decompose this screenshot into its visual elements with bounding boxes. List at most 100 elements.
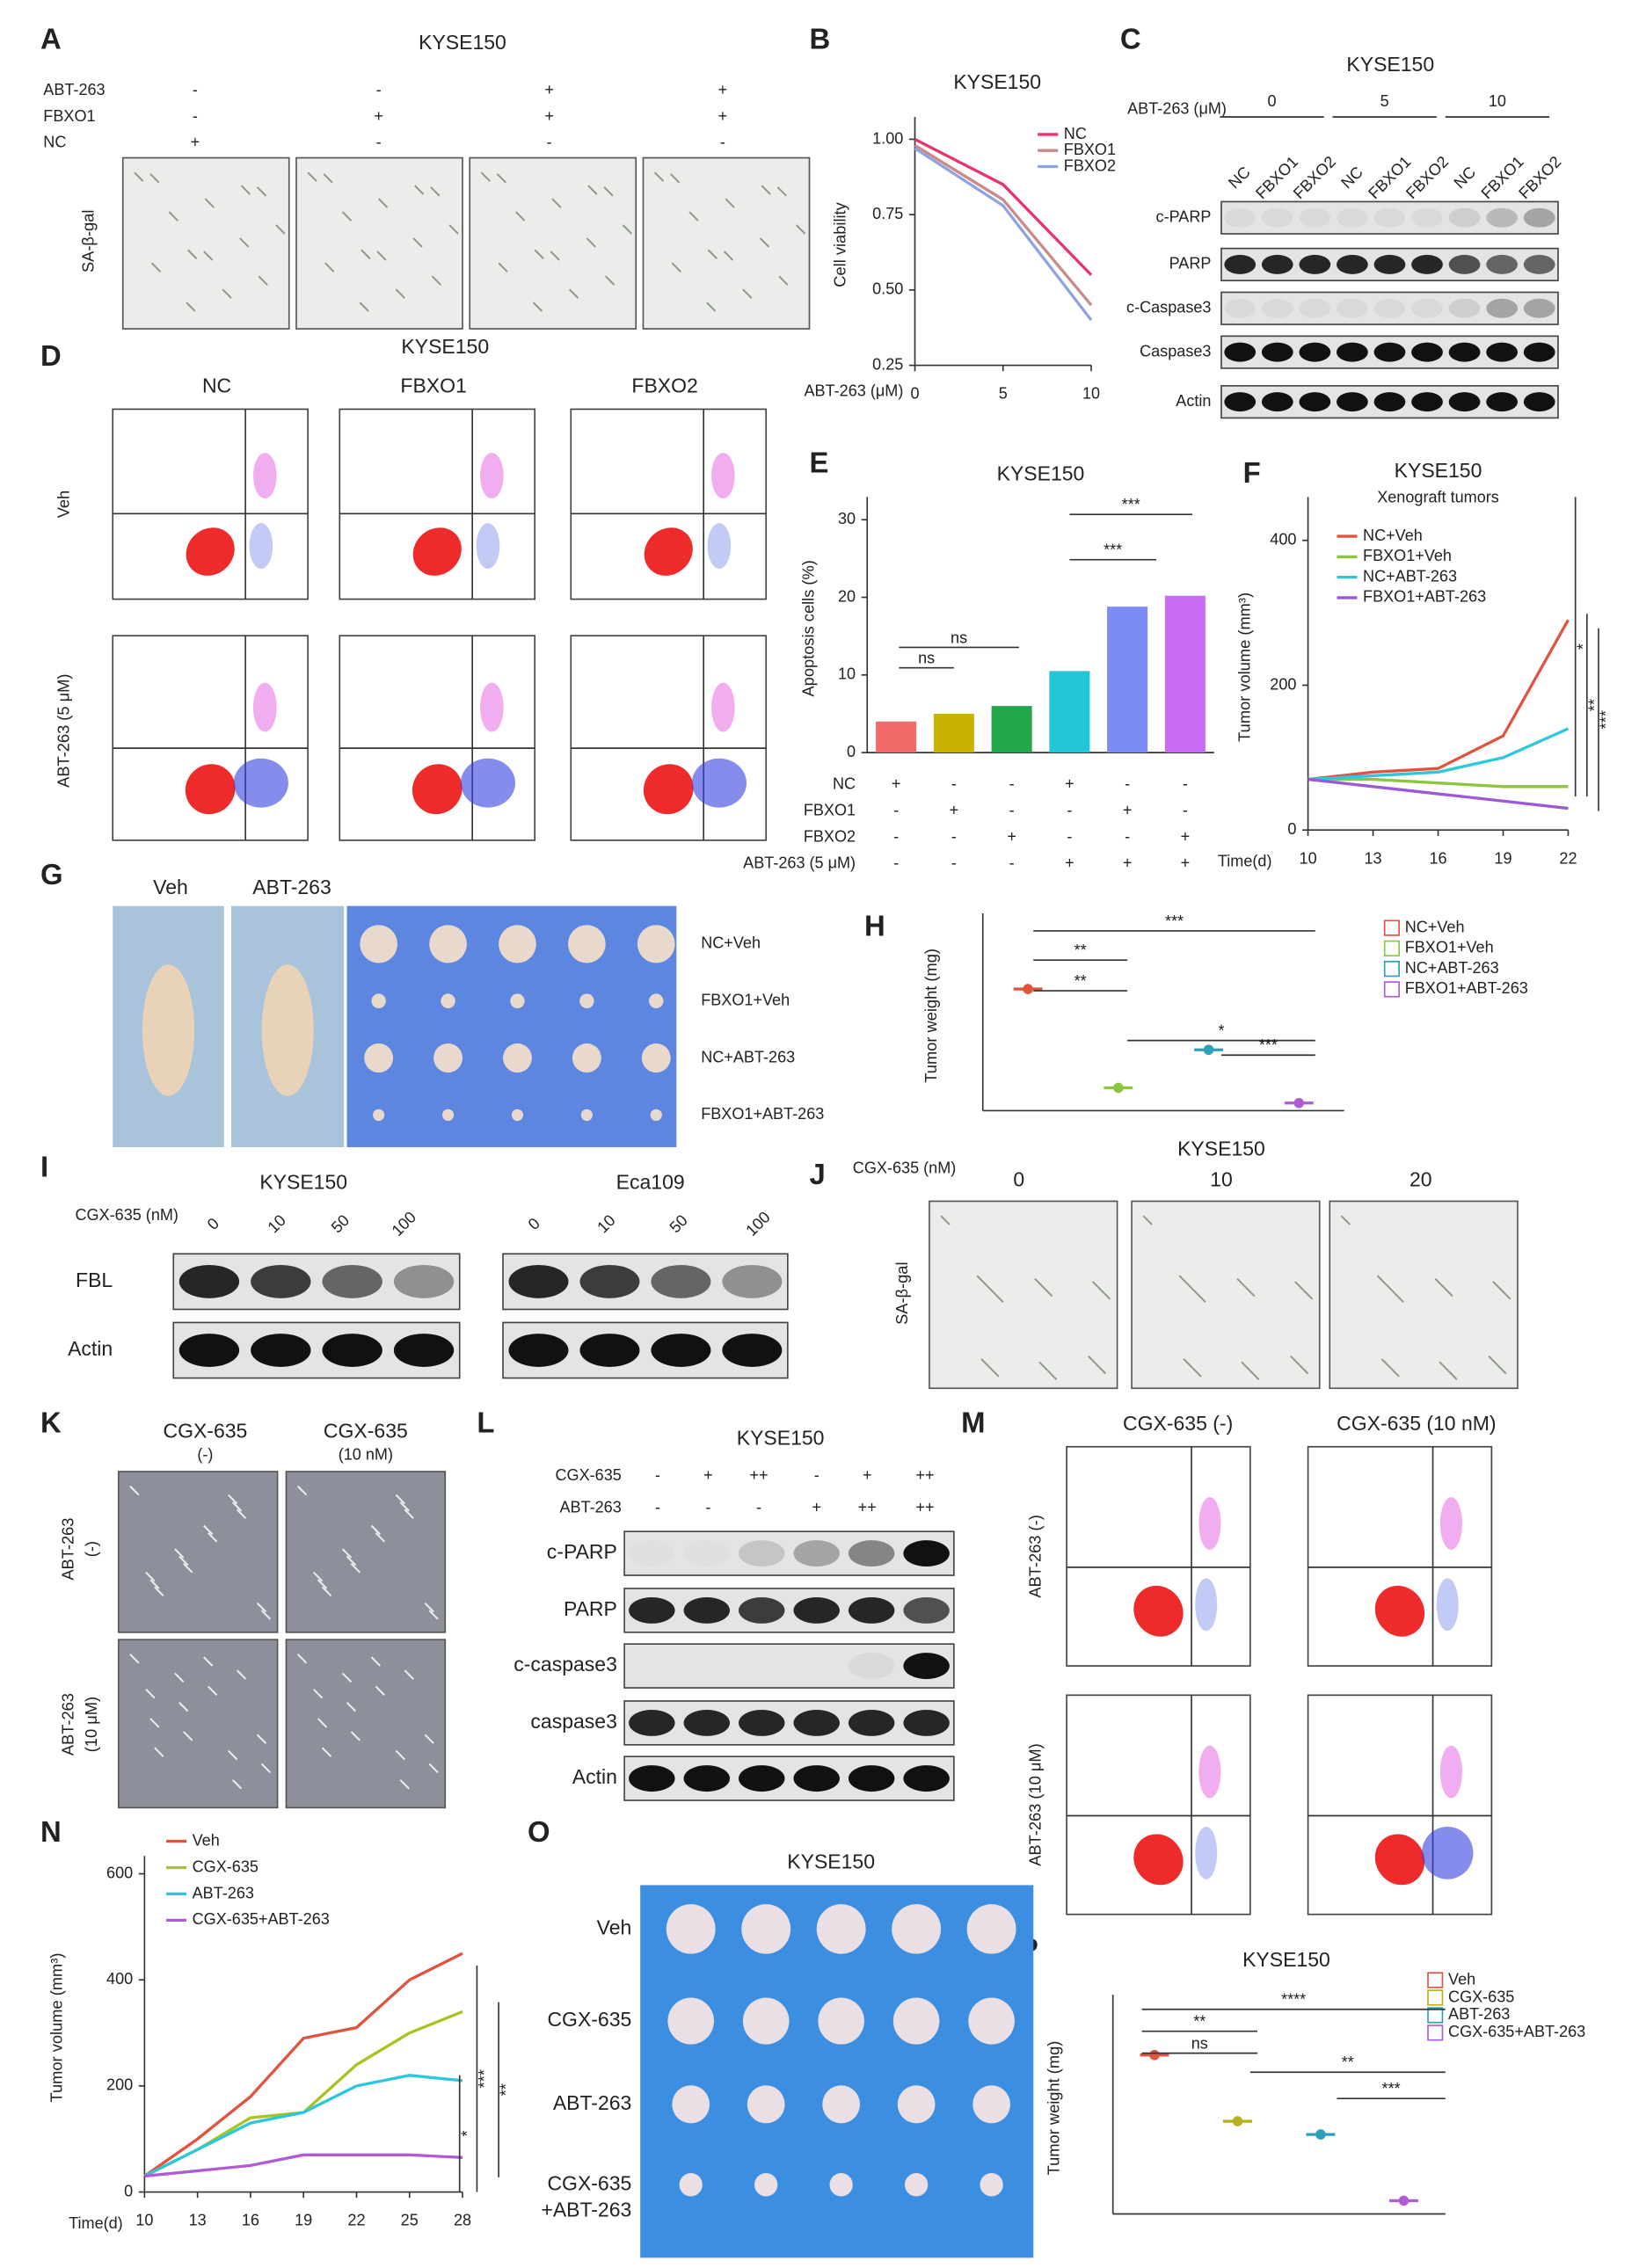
- tumor: [567, 925, 606, 963]
- cell: [723, 251, 734, 261]
- cell: [296, 1654, 308, 1664]
- band: [1523, 298, 1555, 318]
- cell: [1447, 1370, 1458, 1380]
- cell: [307, 171, 317, 182]
- band: [1261, 207, 1293, 228]
- chart-subtitle: Xenograft tumors: [1377, 489, 1499, 506]
- series-line: [144, 2153, 463, 2178]
- cell: [208, 1532, 218, 1543]
- tumor: [429, 925, 467, 963]
- band: [1448, 298, 1481, 318]
- band: [793, 1596, 840, 1624]
- column-label: ABT-263: [252, 876, 331, 898]
- legend-label: NC+Veh: [1363, 527, 1423, 544]
- cell: [258, 275, 268, 286]
- cell: [1241, 1361, 1251, 1372]
- sign: ++: [749, 1466, 768, 1484]
- sig-label: ***: [476, 2069, 493, 2088]
- panel-letter: A: [40, 23, 62, 55]
- y-tick-label: 200: [1270, 675, 1296, 693]
- band: [651, 1264, 711, 1298]
- sign: +: [544, 107, 554, 125]
- cell-cloud: [1195, 1578, 1218, 1632]
- band: [683, 1765, 731, 1792]
- blot: [172, 1253, 461, 1311]
- cell-cloud: [252, 453, 277, 499]
- band: [848, 1709, 895, 1736]
- cell: [346, 1555, 357, 1567]
- cell-cloud: [1374, 1834, 1425, 1886]
- blot: [623, 1756, 955, 1801]
- y-tick-label: 30: [838, 510, 856, 527]
- blot-label: PARP: [564, 1597, 617, 1620]
- cell: [204, 198, 215, 208]
- y-tick-label: 400: [1270, 530, 1296, 548]
- blot: [1220, 200, 1559, 235]
- bar: [876, 721, 917, 753]
- sign: -: [655, 1466, 660, 1484]
- sig-label: ***: [1382, 2080, 1401, 2097]
- cell-cloud: [1133, 1834, 1184, 1886]
- sign: -: [1183, 801, 1188, 818]
- cell: [150, 262, 162, 273]
- sign: -: [1067, 827, 1072, 845]
- cell: [174, 1672, 185, 1683]
- band: [322, 1264, 382, 1298]
- blot-label: Caspase3: [1140, 342, 1211, 360]
- band: [1337, 342, 1368, 362]
- panel-letter: F: [1243, 457, 1261, 490]
- sig-label: ***: [1165, 912, 1184, 930]
- tumor: [511, 1109, 524, 1122]
- legend-label: ABT-263: [193, 1884, 254, 1901]
- panel-letter: N: [40, 1816, 62, 1849]
- tumor: [968, 1997, 1015, 2045]
- dose-label: 0: [204, 1215, 222, 1233]
- tumor: [499, 925, 536, 963]
- row-label: ABT-263 (5 μM): [55, 674, 73, 788]
- cell: [1299, 1363, 1309, 1375]
- dot: [1232, 2116, 1243, 2126]
- cell-cloud: [1436, 1578, 1459, 1632]
- cell-cloud: [1195, 1826, 1218, 1879]
- cell: [395, 1494, 405, 1505]
- cell: [359, 302, 369, 312]
- sign: -: [1067, 801, 1072, 818]
- series-line: [143, 2074, 463, 2177]
- cell: [532, 302, 543, 312]
- cell: [671, 262, 681, 273]
- band: [793, 1765, 840, 1792]
- tumor: [666, 1904, 716, 1954]
- column-label: FBXO1: [400, 374, 466, 397]
- cell: [231, 1779, 243, 1790]
- cell-cloud: [711, 453, 735, 499]
- series-line: [1308, 777, 1569, 811]
- y-tick-label: 0.25: [872, 355, 903, 373]
- cell: [761, 185, 771, 195]
- blot-label: c-PARP: [1156, 207, 1212, 225]
- cell: [1488, 1355, 1498, 1366]
- cell: [145, 1688, 156, 1699]
- tumor: [892, 1997, 940, 2045]
- cell: [989, 1367, 1000, 1378]
- cell: [404, 1508, 414, 1519]
- cell: [430, 186, 441, 197]
- cell: [1439, 1361, 1449, 1372]
- panel-title: KYSE150: [419, 31, 506, 54]
- y-tick-label: 0: [847, 743, 856, 760]
- cell: [1434, 1277, 1445, 1289]
- lane-label: NC: [1337, 164, 1366, 193]
- cell: [317, 1579, 328, 1589]
- condition-label: NC: [833, 774, 856, 792]
- band: [508, 1334, 569, 1367]
- cell-cloud: [460, 758, 515, 808]
- legend-swatch: [1383, 940, 1400, 957]
- cell: [149, 1718, 160, 1728]
- sig-label: **: [1074, 941, 1087, 959]
- sign: -: [376, 81, 382, 98]
- sig-label: **: [1193, 2012, 1206, 2030]
- tumor: [667, 1997, 715, 2045]
- cell: [428, 1610, 439, 1620]
- band: [651, 1334, 711, 1367]
- cell: [323, 173, 333, 184]
- condition-label: FBXO1: [804, 801, 856, 818]
